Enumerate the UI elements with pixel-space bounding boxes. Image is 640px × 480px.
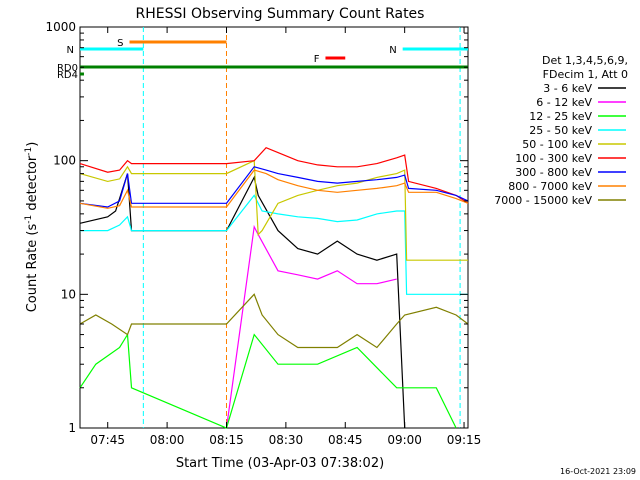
series-line-4 bbox=[79, 159, 468, 261]
legend-label-6: 300 - 800 keV bbox=[515, 166, 592, 179]
series-line-8 bbox=[79, 293, 469, 349]
x-tick-label-3: 08:30 bbox=[269, 433, 304, 447]
legend-label-4: 50 - 100 keV bbox=[522, 138, 592, 151]
y-axis-label: Count Rate (s-1 detector-1) bbox=[24, 142, 40, 313]
series-line-5 bbox=[79, 146, 469, 204]
flag-label-3: F bbox=[314, 54, 320, 65]
series-line-1 bbox=[225, 224, 397, 429]
x-axis: 07:45 08:00 08:15 08:30 08:45 09:00 09:15 bbox=[90, 27, 481, 447]
y-tick-label-3: 1000 bbox=[45, 20, 76, 34]
flag-label-2: N bbox=[389, 45, 396, 56]
x-axis-label: Start Time (03-Apr-03 07:38:02) bbox=[176, 456, 384, 471]
timestamp: 16-Oct-2021 23:09 bbox=[560, 467, 636, 476]
legend-label-3: 25 - 50 keV bbox=[529, 124, 592, 137]
legend-label-0: 3 - 6 keV bbox=[543, 82, 592, 95]
legend-label-1: 6 - 12 keV bbox=[536, 96, 592, 109]
legend-label-2: 12 - 25 keV bbox=[529, 110, 592, 123]
plot-frame bbox=[79, 26, 469, 429]
y-axis-label-end: ) bbox=[25, 142, 40, 147]
y-tick-label-1: 10 bbox=[61, 287, 76, 301]
x-tick-label-5: 09:00 bbox=[387, 433, 422, 447]
x-tick-label-2: 08:15 bbox=[209, 433, 244, 447]
legend-label-7: 800 - 7000 keV bbox=[508, 180, 592, 193]
series-line-6 bbox=[79, 166, 469, 208]
x-tick-label-0: 07:45 bbox=[90, 433, 125, 447]
x-tick-label-1: 08:00 bbox=[150, 433, 185, 447]
series-line-2 bbox=[79, 332, 457, 429]
y-axis-label-exp2: -1 bbox=[24, 147, 34, 156]
y-axis-label-exp1: -1 bbox=[24, 215, 34, 224]
legend-header-1: Det 1,3,4,5,6,9, bbox=[542, 54, 628, 67]
legend-header-2: FDecim 1, Att 0 bbox=[543, 68, 628, 81]
chart-title: RHESSI Observing Summary Count Rates bbox=[136, 6, 425, 22]
flag-label-0: S bbox=[117, 38, 123, 49]
series-line-0 bbox=[79, 173, 406, 429]
x-tick-label-4: 08:45 bbox=[328, 433, 363, 447]
series-line-7 bbox=[79, 169, 469, 209]
x-tick-label-6: 09:15 bbox=[447, 433, 482, 447]
y-axis: 1 10 100 1000 bbox=[45, 20, 468, 435]
series-line-3 bbox=[80, 194, 468, 295]
y-axis-label-main: Count Rate (s bbox=[25, 224, 40, 313]
flag-label-4: RD0 bbox=[57, 63, 78, 74]
y-tick-label-0: 1 bbox=[68, 421, 76, 435]
y-tick-label-2: 100 bbox=[53, 154, 76, 168]
flag-label-5: RD4 bbox=[57, 70, 78, 81]
flag-label-1: N bbox=[67, 45, 74, 56]
legend-label-8: 7000 - 15000 keV bbox=[494, 194, 592, 207]
y-axis-label-mid: detector bbox=[25, 155, 40, 215]
legend-label-5: 100 - 300 keV bbox=[515, 152, 592, 165]
